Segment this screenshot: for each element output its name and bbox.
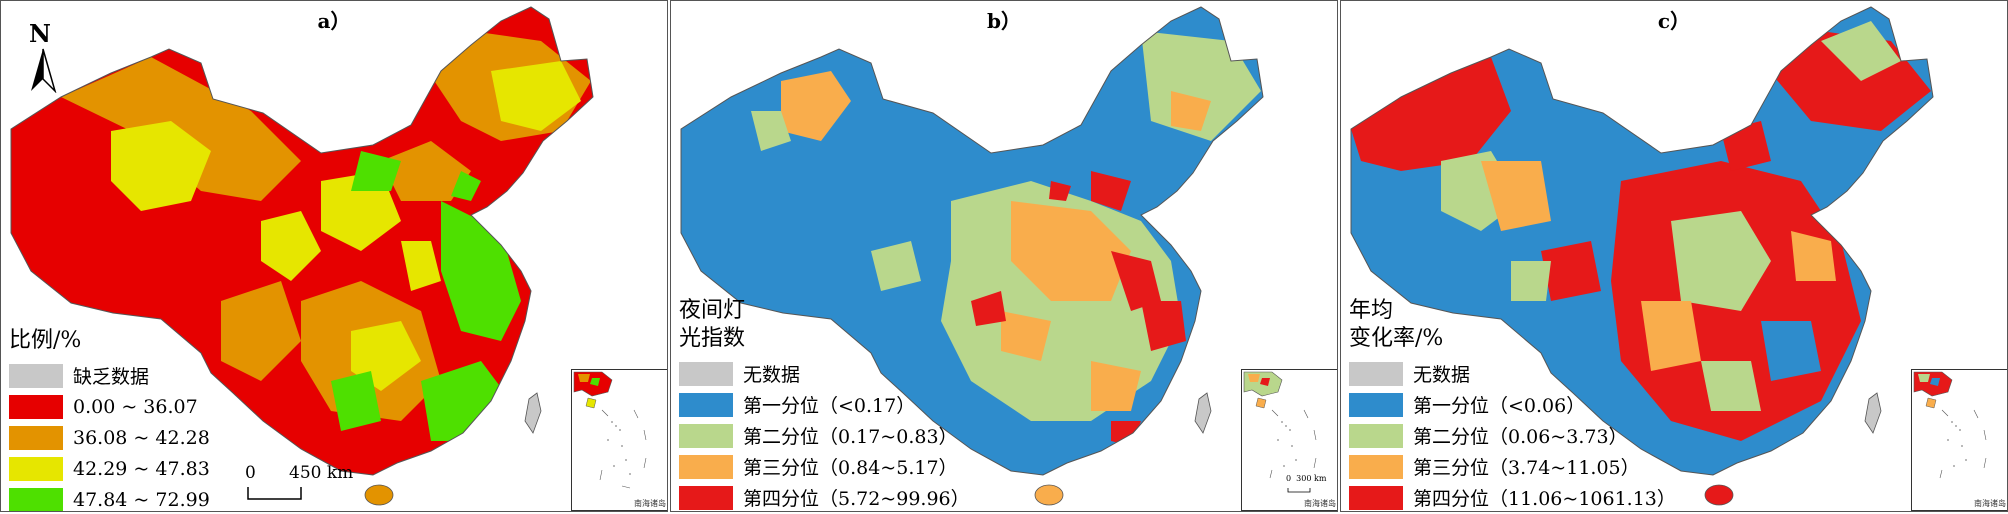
legend-label: 42.29 ~ 47.83 xyxy=(73,457,210,480)
legend-swatch xyxy=(9,394,63,419)
north-arrow: N xyxy=(23,19,63,93)
legend-item: 第四分位（11.06~1061.13） xyxy=(1349,483,1676,511)
legend-title: 比例/% xyxy=(9,328,82,353)
map-panel-c: c） 年均 变化率/% xyxy=(1340,0,2008,512)
inset-map xyxy=(1243,371,1317,493)
legend: 夜间灯 光指数 无数据 第一分位（<0.17） 第二分位（0.17~0.83） … xyxy=(679,297,970,511)
legend-label: 第四分位（5.72~99.96） xyxy=(743,488,970,510)
legend-item: 缺乏数据 xyxy=(9,361,210,390)
inset-caption: 南海诸岛 xyxy=(634,499,666,508)
legend-item: 第三分位（0.84~5.17） xyxy=(679,452,970,481)
legend-item: 第二分位（0.06~3.73） xyxy=(1349,421,1676,450)
legend-swatch xyxy=(679,423,733,448)
legend-label: 第四分位（11.06~1061.13） xyxy=(1413,488,1676,510)
south-china-sea-inset: 0 300 km 南海诸岛 xyxy=(1241,369,1337,511)
legend-label: 第一分位（<0.06） xyxy=(1413,395,1586,417)
north-label: N xyxy=(29,19,51,48)
scale-bar: 0 450 km xyxy=(245,463,355,503)
legend-label: 0.00 ~ 36.07 xyxy=(73,395,198,418)
legend-label: 36.08 ~ 42.28 xyxy=(73,426,210,449)
legend-title: 年均 变化率/% xyxy=(1349,298,1444,351)
legend-item: 第一分位（<0.06） xyxy=(1349,390,1676,419)
scale-bar-icon xyxy=(247,487,302,500)
legend-item: 47.84 ~ 72.99 xyxy=(9,485,210,511)
panel-label: a） xyxy=(317,9,351,33)
legend-item: 第一分位（<0.17） xyxy=(679,390,970,419)
inset-scale-label: 0 300 km xyxy=(1286,474,1327,483)
legend-swatch xyxy=(679,485,733,510)
legend-label: 47.84 ~ 72.99 xyxy=(73,488,210,511)
map-panel-a: a） xyxy=(0,0,668,512)
legend-swatch xyxy=(1349,392,1403,417)
legend-item: 0.00 ~ 36.07 xyxy=(9,392,210,421)
legend-swatch xyxy=(1349,361,1403,386)
panel-label: b） xyxy=(987,9,1021,33)
scale-label: 450 km xyxy=(289,463,354,483)
legend-label: 第三分位（0.84~5.17） xyxy=(743,457,958,479)
scale-zero: 0 xyxy=(245,463,256,483)
south-china-sea-inset: 南海诸岛 xyxy=(1911,369,2007,511)
legend-swatch xyxy=(9,487,63,511)
north-arrow-icon xyxy=(31,48,57,93)
legend-swatch xyxy=(9,363,63,388)
legend-item: 无数据 xyxy=(1349,359,1676,388)
legend-label: 第二分位（0.17~0.83） xyxy=(743,426,958,448)
choropleth-map xyxy=(10,6,594,506)
panel-label: c） xyxy=(1657,9,1691,33)
legend-label: 缺乏数据 xyxy=(73,366,150,388)
legend-item: 第四分位（5.72~99.96） xyxy=(679,483,970,511)
legend-item: 第二分位（0.17~0.83） xyxy=(679,421,970,450)
map-panel-b: b） 夜间灯 光指数 xyxy=(670,0,1338,512)
legend-item: 42.29 ~ 47.83 xyxy=(9,454,210,483)
legend-swatch xyxy=(1349,423,1403,448)
inset-map xyxy=(1913,371,1987,479)
legend-item: 36.08 ~ 42.28 xyxy=(9,423,210,452)
legend-label: 第二分位（0.06~3.73） xyxy=(1413,426,1628,448)
legend: 比例/% 缺乏数据 0.00 ~ 36.07 36.08 ~ 42.28 42.… xyxy=(9,327,210,511)
legend-swatch xyxy=(679,454,733,479)
legend: 年均 变化率/% 无数据 第一分位（<0.06） 第二分位（0.06~3.73）… xyxy=(1349,297,1676,511)
legend-item: 无数据 xyxy=(679,359,970,388)
legend-item: 第三分位（3.74~11.05） xyxy=(1349,452,1676,481)
inset-caption: 南海诸岛 xyxy=(1304,499,1336,508)
legend-label: 第一分位（<0.17） xyxy=(743,395,916,417)
legend-label: 无数据 xyxy=(743,364,801,386)
south-china-sea-inset: 南海诸岛 xyxy=(571,369,667,511)
legend-swatch xyxy=(9,425,63,450)
legend-title: 夜间灯 光指数 xyxy=(679,298,746,351)
legend-swatch xyxy=(1349,454,1403,479)
legend-swatch xyxy=(679,392,733,417)
legend-label: 无数据 xyxy=(1413,364,1471,386)
choropleth-map xyxy=(680,6,1264,506)
choropleth-map xyxy=(1350,6,1934,506)
inset-caption: 南海诸岛 xyxy=(1974,499,2006,508)
legend-swatch xyxy=(1349,485,1403,510)
legend-label: 第三分位（3.74~11.05） xyxy=(1413,457,1640,479)
legend-swatch xyxy=(679,361,733,386)
inset-map xyxy=(573,371,647,489)
legend-swatch xyxy=(9,456,63,481)
